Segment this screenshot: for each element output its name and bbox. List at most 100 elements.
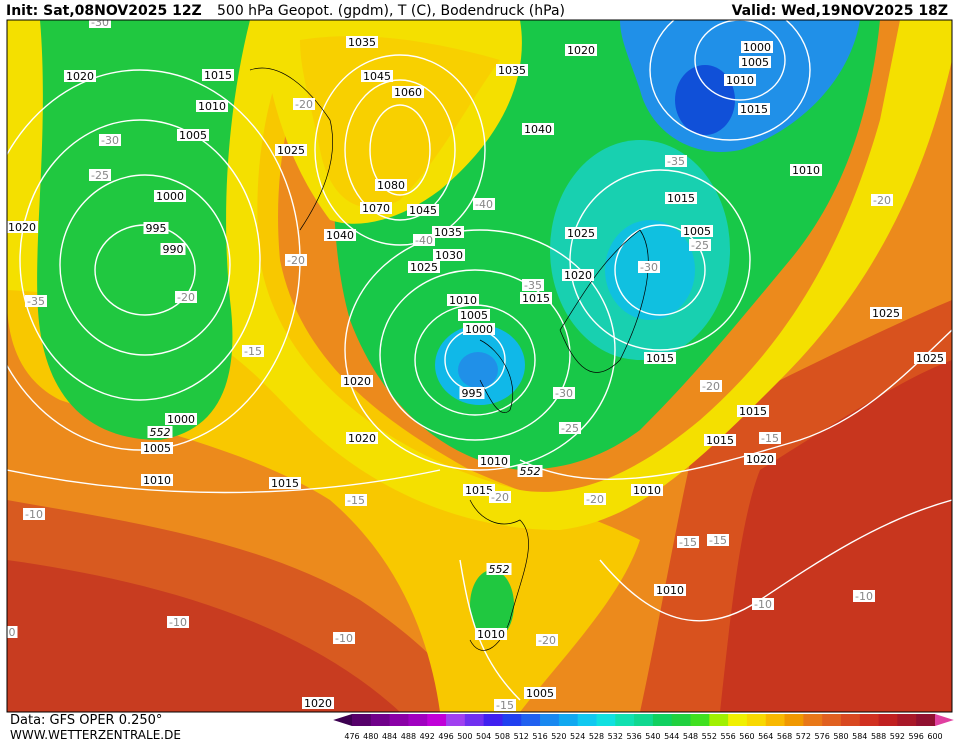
colorbar-label: 584 xyxy=(852,732,867,741)
isobar-label-group: 1015 xyxy=(738,103,770,116)
isobar-label: 1010 xyxy=(792,164,820,177)
temperature-label: -20 xyxy=(295,98,313,111)
temperature-label: -40 xyxy=(475,198,493,211)
colorbar-label: 588 xyxy=(871,732,886,741)
temperature-label-group: -30 xyxy=(89,20,111,29)
temperature-label-group: -30 xyxy=(553,387,575,400)
temperature-label-group: 0 xyxy=(7,626,18,639)
colorbar-label: 512 xyxy=(514,732,529,741)
temperature-label-group: -10 xyxy=(23,508,45,521)
temperature-label-box xyxy=(553,387,575,399)
isobar-label-box xyxy=(346,432,378,444)
isobar-label-group: 1030 xyxy=(433,249,465,262)
temperature-label-box xyxy=(489,491,511,503)
isobar-label-box xyxy=(202,69,234,81)
isobar-label-box xyxy=(741,41,773,53)
colorbar-label: 596 xyxy=(909,732,924,741)
isobar-label: 1000 xyxy=(465,323,493,336)
temperature-label-box xyxy=(638,261,660,273)
temperature-label-group: -20 xyxy=(584,493,606,506)
colorbar-swatch xyxy=(408,714,428,726)
isobar-label-group: 1025 xyxy=(870,307,902,320)
colorbar-label: 528 xyxy=(589,732,604,741)
isobar-label-group: 1010 xyxy=(475,628,507,641)
geopotential-label-group: 552 xyxy=(486,563,512,576)
colorbar-swatch xyxy=(615,714,635,726)
isobar-label-box xyxy=(361,70,393,82)
colorbar-swatch xyxy=(916,714,936,726)
temperature-label: -35 xyxy=(27,295,45,308)
isobar-label-group: 1035 xyxy=(346,36,378,49)
colorbar-swatch xyxy=(558,714,579,726)
isobar-label-group: 1010 xyxy=(141,474,173,487)
colorbar-label: 540 xyxy=(645,732,660,741)
isobar-label-box xyxy=(478,455,510,467)
isobar-label-box xyxy=(458,309,490,321)
temperature-label: -20 xyxy=(702,380,720,393)
isobar-label-box xyxy=(665,192,697,204)
colorbar-label: 504 xyxy=(476,732,491,741)
valid-time: Valid: Wed,19NOV2025 18Z xyxy=(732,3,948,19)
isobar-label-group: 1015 xyxy=(520,292,552,305)
temperature-label: -10 xyxy=(855,590,873,603)
temperature-label-box xyxy=(7,626,18,638)
isobar-label-box xyxy=(341,375,373,387)
isobar-label-box xyxy=(302,697,334,709)
isobar-label-box xyxy=(408,261,440,273)
temperature-label: -30 xyxy=(640,261,658,274)
temperature-label-box xyxy=(25,295,47,307)
colorbar-swatch xyxy=(464,714,485,726)
isobar-label: 1000 xyxy=(167,413,195,426)
temperature-label: -25 xyxy=(561,422,579,435)
isobar-label-group: 1035 xyxy=(496,64,528,77)
temperature-label: -25 xyxy=(691,239,709,252)
isobar-label: 1035 xyxy=(498,64,526,77)
isobar-label: 1015 xyxy=(271,477,299,490)
isobar-label-box xyxy=(375,179,407,191)
temperature-label: -20 xyxy=(873,194,891,207)
isobar-label-box xyxy=(463,484,495,496)
temperature-label: -25 xyxy=(91,169,109,182)
isobar-label-box xyxy=(562,269,594,281)
isobar-label: 1015 xyxy=(706,434,734,447)
colorbar-label: 496 xyxy=(438,732,453,741)
colorbar-label: 488 xyxy=(401,732,416,741)
isobar-label: 1015 xyxy=(667,192,695,205)
temperature-label-group: -30 xyxy=(99,134,121,147)
isobar-label: 1020 xyxy=(304,697,332,710)
isobar-label: 1010 xyxy=(726,74,754,87)
isobar-label-group: 1020 xyxy=(341,375,373,388)
isobar-label-box xyxy=(724,74,756,86)
colorbar-swatch xyxy=(577,714,597,726)
isobar-label-group: 1005 xyxy=(681,225,713,238)
temperature-label-group: -10 xyxy=(752,598,774,611)
temperature-label: -10 xyxy=(25,508,43,521)
isobar-label-group: 1010 xyxy=(654,584,686,597)
isobar-label-box xyxy=(704,434,736,446)
map-area: 1020 101510101005100099599010201025104010… xyxy=(7,20,952,712)
temperature-label-box xyxy=(759,432,781,444)
isobar-label: 995 xyxy=(146,222,167,235)
temperature-label-group: -15 xyxy=(242,345,264,358)
isobar-label-box xyxy=(738,103,770,115)
colorbar-label: 568 xyxy=(777,732,792,741)
isobar-label-box xyxy=(681,225,713,237)
temperature-label-box xyxy=(23,508,45,520)
isobar-label: 1015 xyxy=(204,69,232,82)
isobar-label-box xyxy=(914,352,946,364)
isobar-label-box xyxy=(654,584,686,596)
geopotential-label: 552 xyxy=(150,426,171,439)
isobar-label-box xyxy=(737,405,769,417)
colorbar-label: 476 xyxy=(344,732,359,741)
colorbar-label: 600 xyxy=(927,732,942,741)
isobar-label-group: 1010 xyxy=(447,294,479,307)
isobar-label-group: 1010 xyxy=(790,164,822,177)
isobar-label-box xyxy=(644,352,676,364)
yellow-area xyxy=(300,36,500,208)
temperature-label: -15 xyxy=(244,345,262,358)
temperature-label-box xyxy=(293,98,315,110)
temperature-label-group: -20 xyxy=(293,98,315,111)
temperature-label-box xyxy=(665,155,687,167)
isobar-label-group: 1005 xyxy=(458,309,490,322)
isobar-label-group: 1005 xyxy=(141,442,173,455)
